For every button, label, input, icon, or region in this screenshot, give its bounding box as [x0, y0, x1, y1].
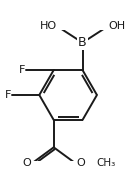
Text: O: O	[76, 158, 85, 168]
Text: HO: HO	[40, 21, 57, 31]
Text: CH₃: CH₃	[97, 158, 116, 168]
Text: OH: OH	[108, 21, 125, 31]
Text: F: F	[4, 90, 11, 100]
Text: B: B	[78, 36, 87, 49]
Text: O: O	[22, 158, 31, 168]
Text: F: F	[19, 65, 25, 75]
